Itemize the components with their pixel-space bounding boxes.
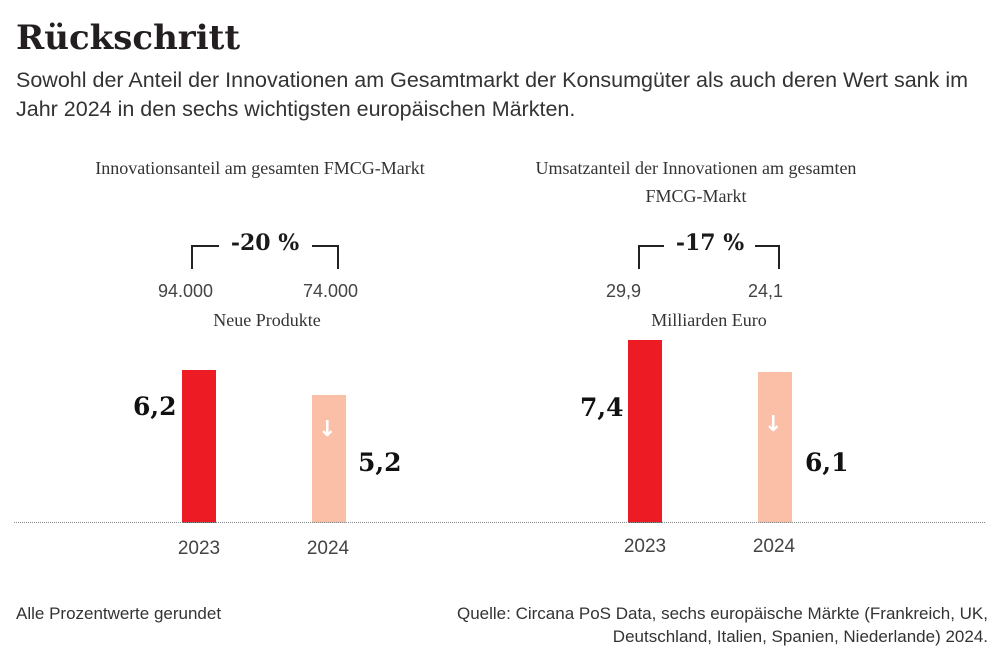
x-tick-chart-1-2023: 2023 — [177, 538, 221, 559]
value-label-chart-2-2023: 7,4 — [580, 393, 624, 422]
chart-2-bracket-left — [638, 245, 664, 269]
bar-chart-1-2024: ↓ — [312, 394, 346, 523]
value-label-chart-1-2024: 5,2 — [358, 448, 402, 477]
chart-2-count-label: Milliarden Euro — [651, 310, 767, 330]
chart-1-count-2023: 94.000 — [158, 281, 214, 301]
value-label-chart-2-2024: 6,1 — [805, 448, 849, 477]
footnote: Alle Prozentwerte gerundet — [16, 604, 222, 623]
chart-2-change: -17 % — [675, 230, 745, 256]
page-title: Rückschritt — [16, 18, 241, 58]
chart-1-title: Innovationsanteil am gesamten FMCG-Markt — [95, 158, 425, 178]
bar-chart-2-2024: ↓ — [758, 372, 792, 523]
baseline — [14, 522, 985, 523]
arrow-down-icon: ↓ — [764, 412, 783, 438]
arrow-down-icon: ↓ — [318, 416, 337, 442]
subtitle: Sowohl der Anteil der Innovationen am Ge… — [16, 68, 969, 121]
chart-1-count-2024: 74.000 — [303, 281, 359, 301]
value-label-chart-1-2023: 6,2 — [133, 392, 177, 421]
x-tick-chart-2-2023: 2023 — [623, 536, 667, 557]
chart-2-bracket-right — [755, 245, 780, 269]
chart-1-count-label: Neue Produkte — [213, 310, 321, 330]
chart-1-bracket-right — [312, 245, 339, 269]
x-tick-chart-2-2024: 2024 — [752, 536, 796, 557]
x-tick-chart-1-2024: 2024 — [306, 538, 350, 559]
chart-2-count-2023: 29,9 — [606, 281, 642, 301]
chart-2-count-2024: 24,1 — [748, 281, 784, 301]
bar-chart-2-2023 — [628, 340, 662, 523]
chart-1-change: -20 % — [230, 230, 300, 256]
chart-1-bracket-left — [191, 245, 219, 269]
bar-chart-1-2023 — [182, 369, 216, 523]
source: Quelle: Circana PoS Data, sechs europäis… — [456, 604, 988, 646]
chart-2-title: Umsatzanteil der Innovationen am gesamte… — [535, 158, 857, 206]
